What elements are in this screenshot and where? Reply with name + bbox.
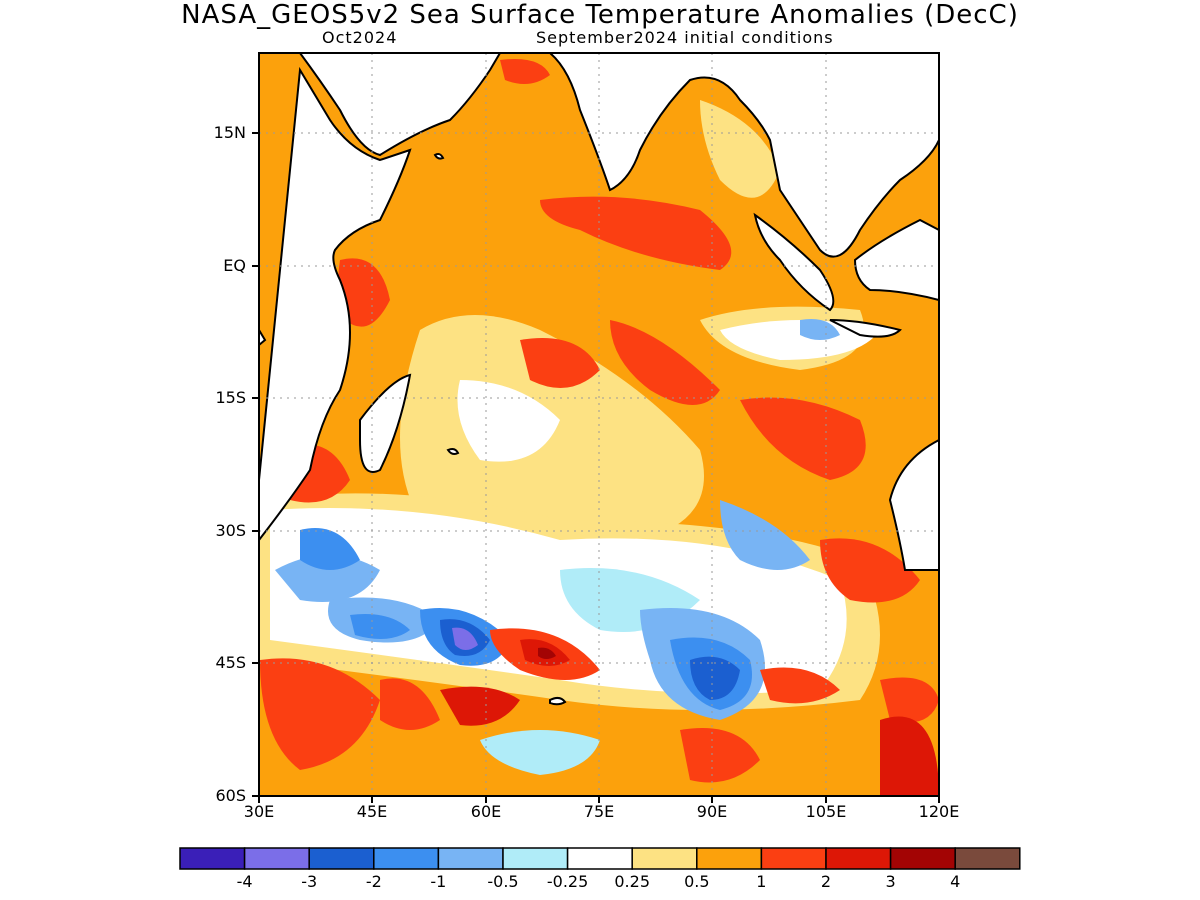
colorbar-label: 0.25: [614, 872, 650, 891]
forecast-month: Oct2024: [322, 28, 398, 47]
colorbar-swatch: [760, 847, 827, 870]
lon-label-45e: 45E: [356, 802, 388, 821]
axis-ticks: [252, 132, 940, 803]
colorbar-label: -0.5: [487, 872, 519, 891]
lon-label-105e: 105E: [805, 802, 847, 821]
colorbar-swatch: [502, 847, 569, 870]
initial-conditions: September2024 initial conditions: [536, 28, 834, 47]
lat-label-60s: 60S: [215, 786, 246, 805]
colorbar-label: 4: [950, 872, 961, 891]
lat-label-30s: 30S: [215, 521, 246, 540]
lat-label-eq: EQ: [223, 256, 246, 275]
colorbar-swatch: [954, 847, 1021, 870]
colorbar-swatch: [631, 847, 698, 870]
colorbar-swatch: [825, 847, 892, 870]
colorbar-label: -3: [301, 872, 318, 891]
colorbar-swatch: [889, 847, 956, 870]
colorbar-swatch: [566, 847, 633, 870]
colorbar: [179, 847, 1021, 870]
lat-label-15n: 15N: [213, 123, 246, 142]
colorbar-swatch: [308, 847, 375, 870]
lon-label-90e: 90E: [696, 802, 728, 821]
colorbar-label: 3: [885, 872, 896, 891]
colorbar-label: -2: [365, 872, 382, 891]
lon-label-60e: 60E: [470, 802, 502, 821]
lon-label-75e: 75E: [583, 802, 615, 821]
colorbar-label: 2: [820, 872, 832, 891]
colorbar-swatch: [437, 847, 504, 870]
colorbar-label: 0.5: [684, 872, 710, 891]
colorbar-label: -4: [236, 872, 253, 891]
map-title: NASA_GEOS5v2 Sea Surface Temperature Ano…: [181, 0, 1019, 30]
lon-label-120e: 120E: [918, 802, 960, 821]
lon-label-30e: 30E: [243, 802, 275, 821]
colorbar-label: -1: [430, 872, 447, 891]
graticule: [259, 53, 939, 796]
lat-label-15s: 15S: [215, 388, 246, 407]
colorbar-swatch: [179, 847, 246, 870]
colorbar-label: 1: [756, 872, 767, 891]
lat-label-45s: 45S: [215, 653, 246, 672]
colorbar-swatch: [373, 847, 440, 870]
colorbar-label: -0.25: [546, 872, 589, 891]
colorbar-swatch: [243, 847, 310, 870]
colorbar-swatch: [696, 847, 763, 870]
